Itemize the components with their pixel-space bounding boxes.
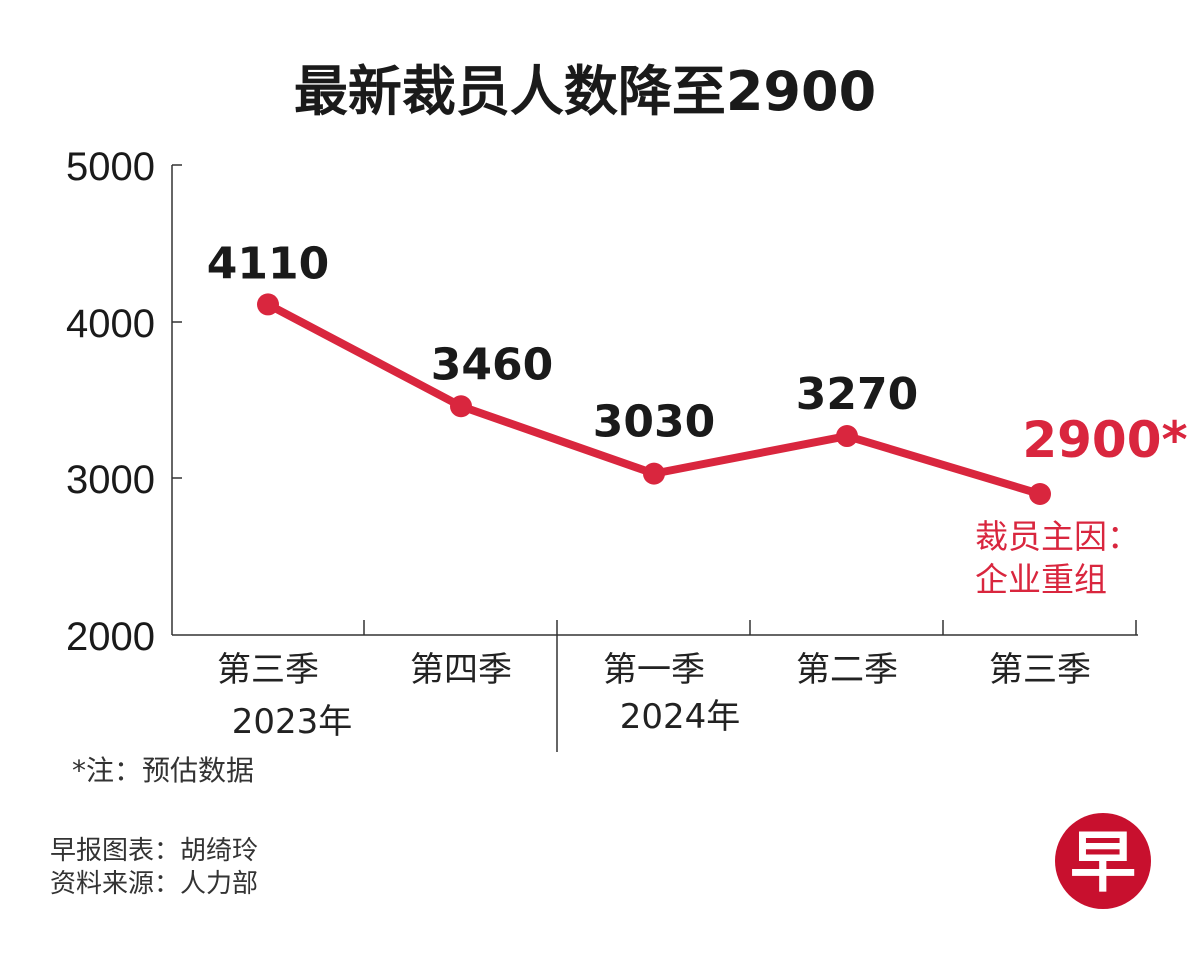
data-point [836, 425, 858, 448]
data-label: 3460 [431, 339, 553, 390]
footnote: *注：预估数据 [72, 754, 254, 787]
category-label: 第四季 [410, 650, 512, 690]
logo-glyph: 早 [1070, 824, 1136, 901]
data-point [1029, 483, 1051, 505]
plot-area: 4110 3460 3030 3270 2900* [207, 238, 1188, 505]
year-label: 2023年 [232, 702, 353, 742]
credit-line: 资料来源：人力部 [50, 869, 258, 899]
data-point [450, 395, 472, 418]
y-tick-label: 5000 [66, 145, 155, 189]
data-point [643, 462, 665, 485]
zaobao-logo: 早 [1055, 813, 1151, 909]
annotation-line: 裁员主因： [975, 517, 1140, 556]
logo-circle [1055, 813, 1151, 909]
category-label: 第三季 [217, 650, 319, 690]
y-tick-label: 4000 [66, 302, 155, 346]
credit-line: 早报图表：胡绮玲 [50, 836, 258, 866]
category-label: 第二季 [796, 650, 898, 690]
axes [171, 165, 1138, 636]
data-label: 4110 [207, 238, 329, 289]
x-ticks [363, 620, 1137, 752]
category-labels: 第三季 第四季 第一季 第二季 第三季 2023年 2024年 [217, 650, 1091, 742]
chart-title: 最新裁员人数降至2900 [294, 60, 876, 123]
y-tick-label: 3000 [66, 458, 155, 502]
year-label: 2024年 [620, 697, 741, 737]
data-label: 2900* [1022, 411, 1187, 469]
y-tick-label: 2000 [66, 615, 155, 659]
category-label: 第三季 [989, 650, 1091, 690]
data-label: 3270 [796, 369, 918, 420]
y-ticks: 5000 4000 3000 2000 [66, 145, 182, 659]
data-label: 3030 [593, 397, 715, 448]
category-label: 第一季 [603, 650, 705, 690]
data-point [257, 293, 279, 316]
annotation: 裁员主因： 企业重组 [975, 517, 1140, 599]
annotation-line: 企业重组 [975, 560, 1107, 599]
